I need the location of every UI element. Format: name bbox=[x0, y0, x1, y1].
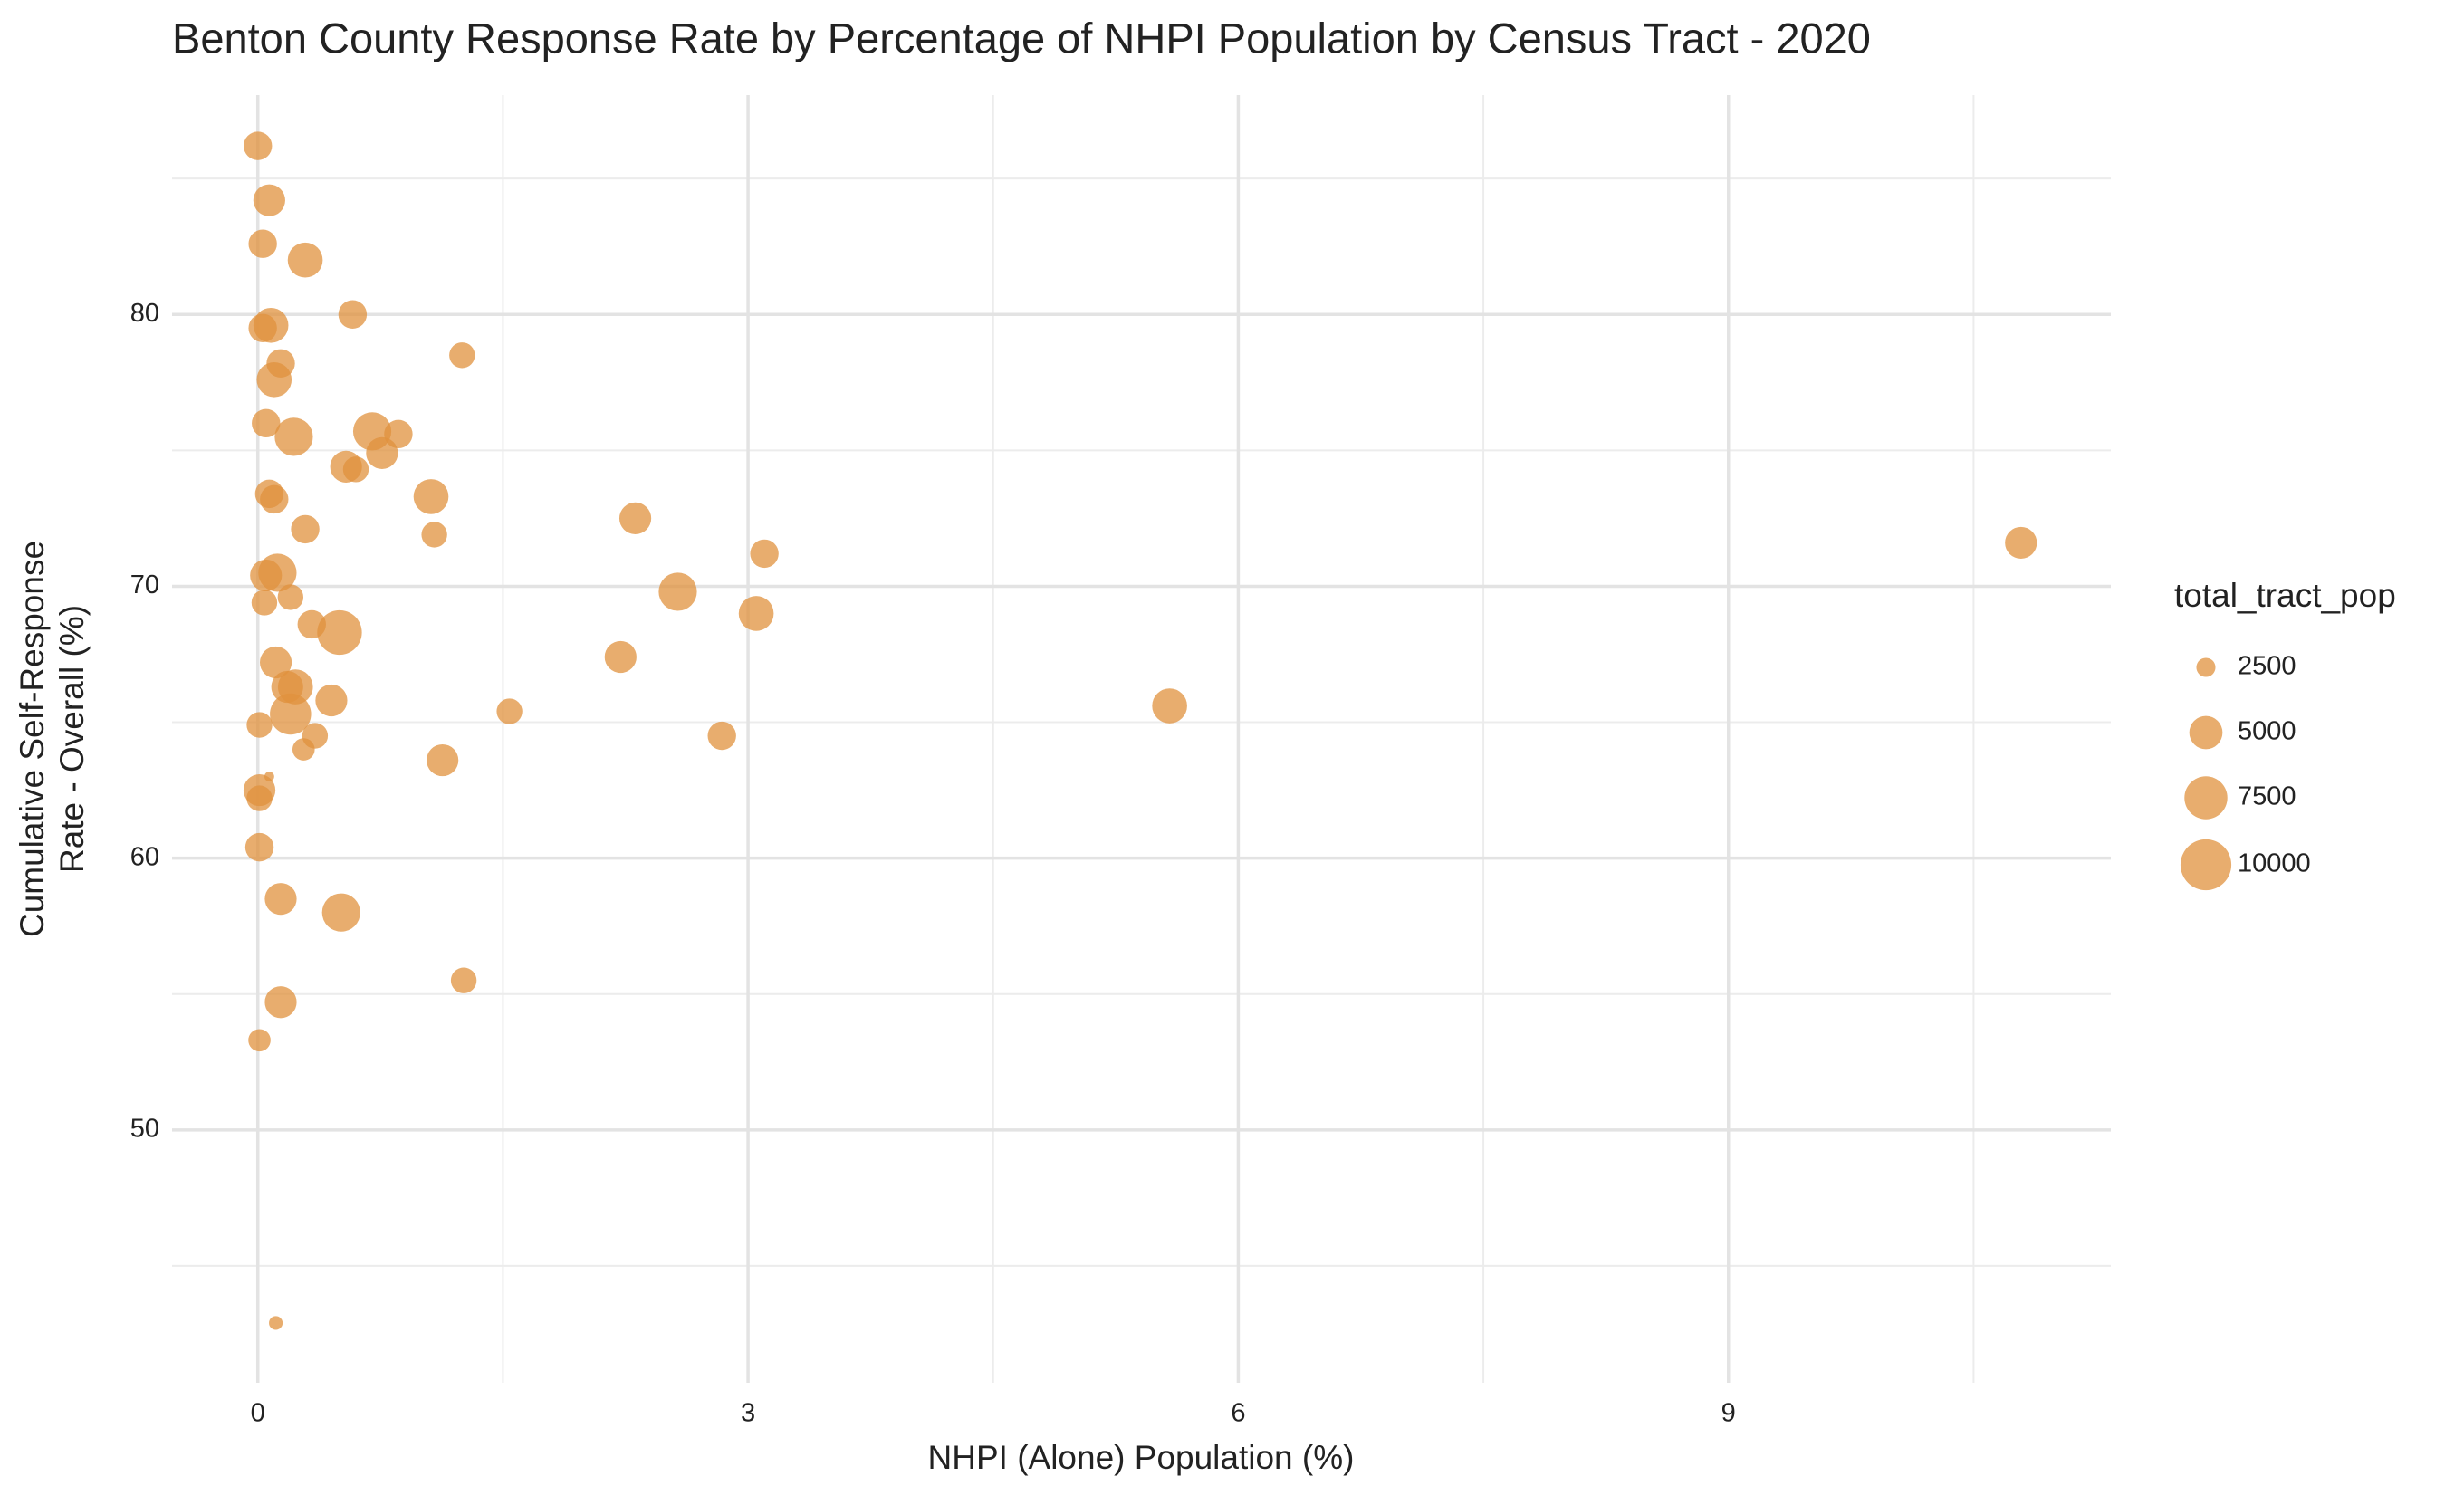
point bbox=[315, 684, 348, 717]
point bbox=[269, 1316, 283, 1330]
point bbox=[738, 596, 774, 631]
point bbox=[244, 832, 274, 862]
y-axis-title: Cumulative Self-ResponseRate - Overall (… bbox=[14, 541, 91, 937]
point bbox=[264, 986, 297, 1019]
legend-label: 7500 bbox=[2238, 782, 2296, 811]
point bbox=[317, 609, 362, 656]
point bbox=[1152, 688, 1187, 724]
y-tick-label: 70 bbox=[130, 570, 159, 599]
x-tick-label: 9 bbox=[1721, 1399, 1736, 1428]
point bbox=[256, 361, 292, 398]
point bbox=[338, 300, 368, 329]
point bbox=[251, 590, 278, 616]
point bbox=[244, 131, 273, 160]
legend-key bbox=[2189, 715, 2223, 750]
point bbox=[291, 514, 320, 544]
point bbox=[277, 584, 304, 610]
point bbox=[658, 572, 697, 611]
point bbox=[287, 242, 323, 278]
y-tick-label: 80 bbox=[130, 299, 159, 328]
point bbox=[274, 417, 313, 456]
point bbox=[604, 640, 637, 674]
point bbox=[342, 456, 369, 483]
x-tick-label: 0 bbox=[251, 1399, 265, 1428]
legend-title: total_tract_pop bbox=[2174, 577, 2396, 614]
point bbox=[496, 698, 523, 724]
legend-label: 5000 bbox=[2238, 717, 2296, 746]
legend-key bbox=[2196, 657, 2216, 677]
x-tick-label: 3 bbox=[741, 1399, 755, 1428]
point bbox=[2005, 526, 2037, 560]
point bbox=[258, 553, 297, 592]
chart-title: Benton County Response Rate by Percentag… bbox=[172, 14, 1871, 62]
point bbox=[260, 484, 289, 514]
point bbox=[366, 436, 398, 469]
point bbox=[252, 408, 281, 438]
point bbox=[253, 307, 289, 343]
y-tick-label: 50 bbox=[130, 1114, 159, 1143]
point bbox=[248, 229, 277, 258]
point bbox=[248, 1029, 271, 1052]
y-tick-label: 60 bbox=[130, 842, 159, 871]
point bbox=[264, 883, 297, 916]
legend-key bbox=[2184, 776, 2228, 820]
legend-key bbox=[2180, 839, 2232, 891]
point bbox=[750, 539, 779, 569]
point bbox=[427, 743, 459, 777]
point bbox=[450, 967, 477, 993]
point bbox=[246, 785, 273, 811]
point bbox=[246, 712, 273, 738]
point bbox=[618, 502, 652, 534]
x-axis-title: NHPI (Alone) Population (%) bbox=[928, 1439, 1355, 1476]
point bbox=[270, 693, 312, 735]
point bbox=[259, 646, 292, 679]
point bbox=[292, 738, 315, 761]
legend-label: 2500 bbox=[2238, 652, 2296, 681]
point bbox=[253, 184, 285, 216]
point bbox=[421, 522, 447, 548]
legend-label: 10000 bbox=[2238, 849, 2311, 878]
point bbox=[449, 342, 475, 369]
point bbox=[413, 479, 449, 514]
point bbox=[707, 721, 736, 751]
x-tick-label: 6 bbox=[1231, 1399, 1245, 1428]
point bbox=[321, 893, 360, 932]
